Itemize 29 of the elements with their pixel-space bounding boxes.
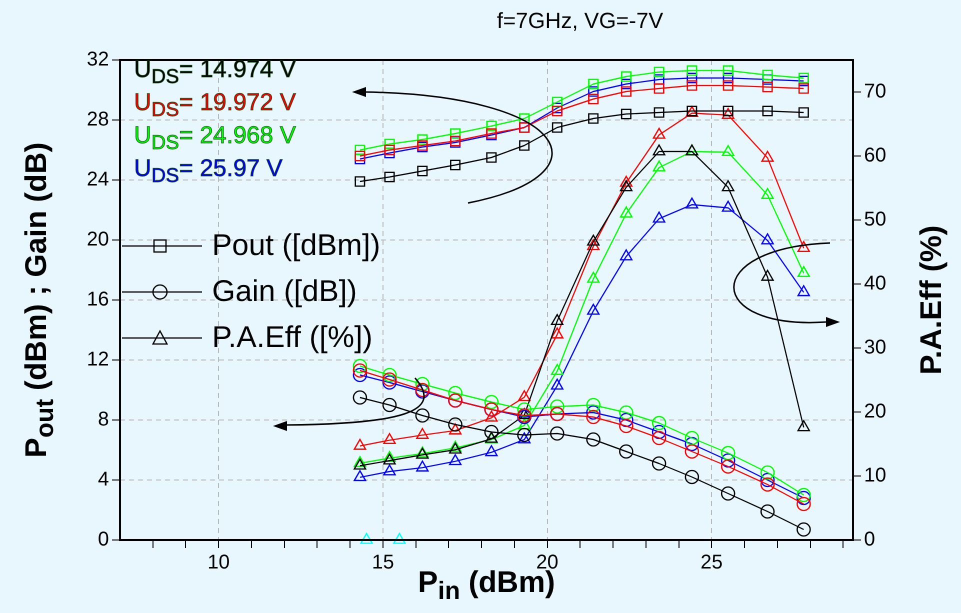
y-tick-label: 12 (86, 348, 109, 371)
annotation: U$_{DS}$= 19.972 V (134, 89, 296, 123)
y-tick-label: 32 (86, 48, 109, 71)
x-tick-label: 25 (700, 552, 723, 574)
y2-axis-title: P.A.Eff (%) (915, 225, 949, 375)
x-tick-label: 10 (207, 552, 230, 574)
y2-tick-label: 60 (864, 144, 886, 167)
x-tick-label: 15 (372, 552, 394, 574)
y-tick-label: 0 (98, 528, 109, 551)
legend-label: Pout ([dBm]) (212, 228, 380, 264)
y-tick-label: 16 (86, 288, 109, 311)
y-tick-label: 28 (86, 108, 109, 131)
annotation: U$_{DS}$= 14.974 V (134, 56, 296, 90)
annotation: U$_{DS}$= 25.97 V (134, 155, 283, 189)
y2-tick-label: 70 (864, 80, 886, 103)
chart-title: f=7GHz, VG=-7V (496, 8, 664, 34)
y-tick-label: 20 (86, 228, 109, 251)
y2-tick-label: 50 (864, 208, 886, 231)
y-tick-label: 24 (86, 168, 109, 191)
y2-tick-label: 20 (864, 400, 886, 423)
y2-tick-label: 10 (864, 464, 886, 487)
legend-label: Gain ([dB]) (212, 274, 358, 310)
y2-tick-label: 30 (864, 336, 886, 359)
y-tick-label: 4 (98, 468, 109, 491)
y-tick-label: 8 (98, 408, 109, 431)
y2-tick-label: 40 (864, 272, 886, 295)
legend-label: P.A.Eff ([%]) (212, 320, 373, 356)
annotation: U$_{DS}$= 24.968 V (134, 122, 296, 156)
y2-tick-label: 0 (864, 528, 876, 551)
